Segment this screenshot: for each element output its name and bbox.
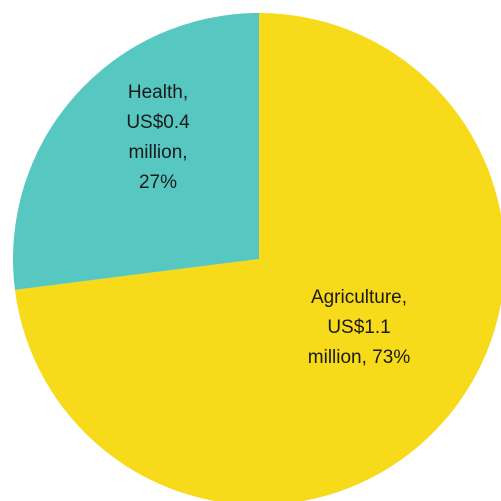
pie-slices [13, 13, 501, 501]
pie-label-line: 27% [139, 172, 177, 193]
pie-label-health: Health, US$0.4 million, 27% [126, 82, 190, 193]
pie-label-agriculture: Agriculture, US$1.1 million, 73% [308, 287, 411, 368]
pie-label-line: million, 73% [308, 347, 411, 368]
pie-label-line: Health, [128, 82, 188, 103]
pie-label-line: Agriculture, [311, 287, 407, 308]
pie-labels: Agriculture, US$1.1 million, 73% Health, US$… [126, 82, 410, 368]
pie-label-line: US$1.1 [327, 317, 390, 338]
pie-label-line: US$0.4 [126, 112, 190, 133]
pie-slice-agriculture [14, 13, 501, 501]
pie-slice-health [13, 13, 260, 290]
pie-label-line: million, [128, 142, 187, 163]
